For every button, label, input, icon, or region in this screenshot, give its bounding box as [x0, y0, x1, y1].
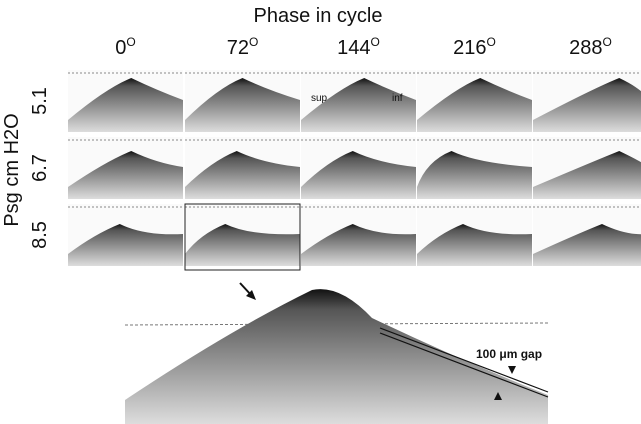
zoom-panel [124, 289, 549, 424]
column-superscript: O [126, 35, 135, 49]
column-value: 288 [569, 37, 602, 59]
column-superscript: O [371, 35, 380, 49]
selection-box [184, 203, 301, 271]
row-label: 6.7 [29, 154, 51, 182]
tissue [68, 78, 183, 132]
tissue [533, 78, 641, 132]
tissue [301, 78, 416, 132]
annotation: 100 μm gap [476, 347, 542, 361]
tissue [417, 224, 532, 266]
figure-title: Phase in cycle [254, 5, 383, 27]
tissue [185, 151, 300, 199]
column-superscript: O [249, 35, 258, 49]
tissue [533, 151, 641, 199]
column-superscript: O [487, 35, 496, 49]
column-value: 144 [337, 37, 370, 59]
column-label: 0O [115, 35, 135, 59]
tissue [417, 151, 532, 199]
tissue [301, 151, 416, 199]
tissue [68, 224, 183, 266]
tissue [185, 224, 300, 266]
column-value: 72 [227, 37, 249, 59]
gap-marker [508, 366, 516, 374]
tissue [417, 78, 532, 132]
y-axis-label: Psg cm H2O [1, 113, 23, 226]
panel-grid [68, 70, 641, 266]
annotation: inf [392, 93, 403, 104]
arrow-head [246, 290, 256, 300]
row-label: 8.5 [29, 221, 51, 249]
gap-marker [494, 392, 502, 400]
column-label: 72O [227, 35, 259, 59]
tissue [301, 224, 416, 266]
tissue [533, 224, 641, 266]
tissue [185, 78, 300, 132]
tissue [68, 151, 183, 199]
column-label: 288O [569, 35, 612, 59]
column-label: 144O [337, 35, 380, 59]
annotation: sup [311, 93, 328, 104]
row-label: 5.1 [29, 87, 51, 115]
column-value: 216 [453, 37, 486, 59]
column-value: 0 [115, 37, 126, 59]
column-label: 216O [453, 35, 496, 59]
column-superscript: O [603, 35, 612, 49]
